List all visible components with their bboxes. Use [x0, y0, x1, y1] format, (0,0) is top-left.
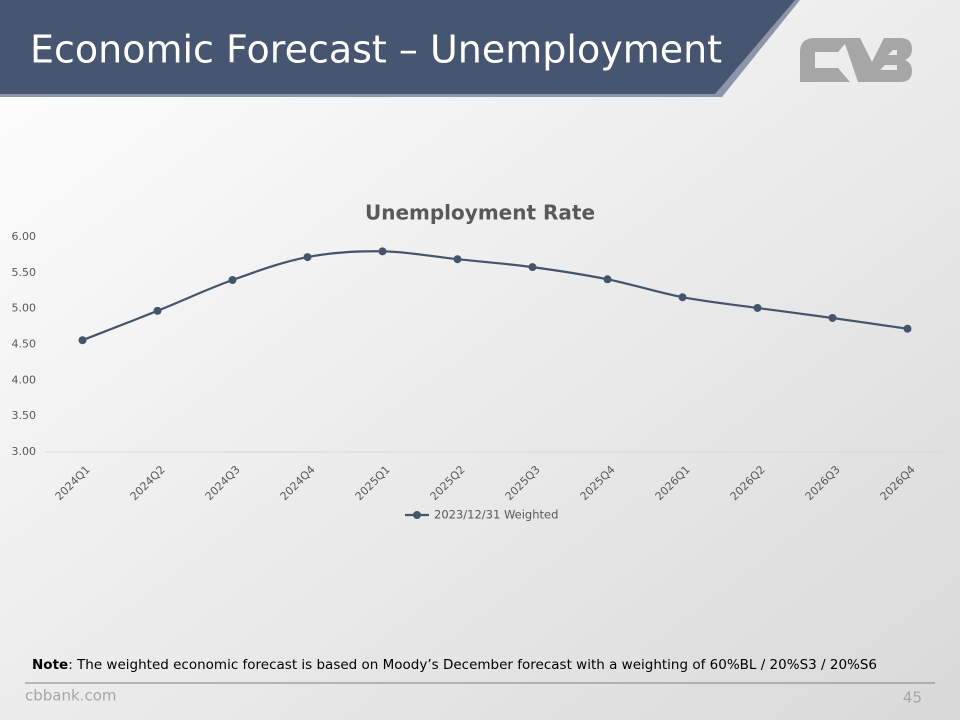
chart-title: Unemployment Rate [365, 201, 595, 225]
data-point [828, 313, 837, 322]
slide-title: Economic Forecast – Unemployment [30, 28, 722, 72]
y-tick-label: 3.50 [12, 409, 37, 422]
data-point [678, 293, 687, 302]
y-tick-label: 5.50 [12, 266, 37, 279]
y-tick-label: 5.00 [12, 302, 37, 315]
data-point [78, 336, 87, 345]
legend-marker [413, 511, 421, 519]
data-point [903, 324, 912, 333]
logo [800, 38, 912, 82]
data-point [753, 303, 762, 312]
note: Note: The weighted economic forecast is … [32, 657, 877, 673]
data-point [528, 263, 537, 272]
y-tick-label: 4.50 [12, 338, 37, 351]
data-point [378, 247, 387, 256]
y-tick-label: 4.00 [12, 373, 37, 386]
note-label: Note [32, 657, 68, 673]
header-band [0, 0, 795, 94]
page-number: 45 [903, 689, 922, 707]
data-point [228, 276, 237, 284]
footer-website: cbbank.com [25, 687, 116, 705]
note-text: : The weighted economic forecast is base… [68, 657, 877, 673]
data-point [153, 306, 162, 315]
data-point [603, 275, 612, 284]
legend-label: 2023/12/31 Weighted [434, 508, 558, 522]
data-point [303, 253, 312, 262]
y-tick-label: 3.00 [12, 445, 37, 458]
data-point [453, 255, 462, 264]
y-tick-label: 6.00 [12, 230, 37, 243]
series-line [82, 250, 908, 342]
